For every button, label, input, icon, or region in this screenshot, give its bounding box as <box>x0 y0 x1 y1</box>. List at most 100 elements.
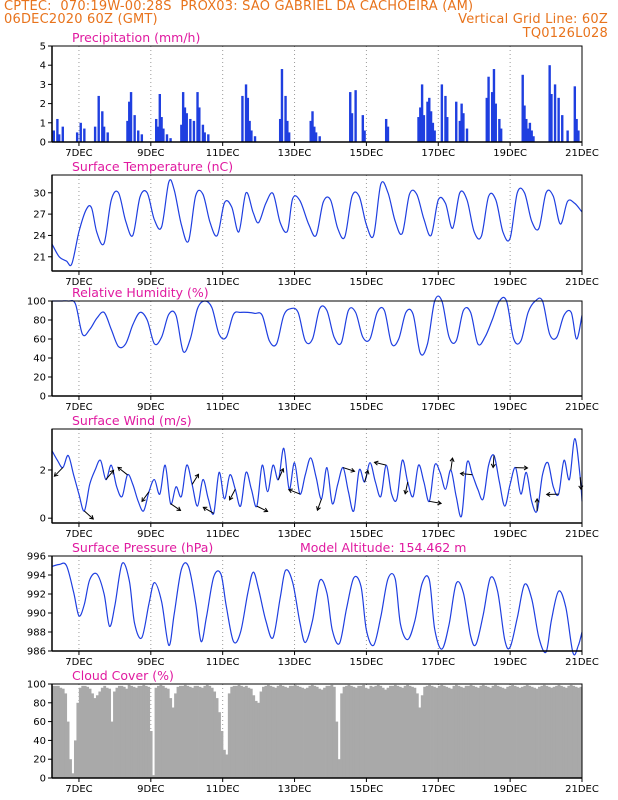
cloud-cover-bar <box>391 685 395 778</box>
wind-xtick-label: 19DEC <box>493 529 527 540</box>
cloud-cover-bar <box>149 731 153 778</box>
cloud-cover-bar <box>227 693 231 778</box>
cloud-cover-bar <box>105 687 109 778</box>
precipitation-bar <box>499 128 503 142</box>
cloud-cover-bar <box>489 687 493 778</box>
cloud-cover-xtick-label: 7DEC <box>65 784 92 795</box>
cloud-cover-bar <box>254 700 258 778</box>
cloud-cover-bar <box>357 685 361 778</box>
temperature-xtick-label: 19DEC <box>493 277 527 288</box>
cloud-cover-ytick-label: 80 <box>33 698 46 709</box>
precipitation-bar <box>56 118 59 142</box>
cloud-cover-bar <box>179 685 182 778</box>
cloud-cover-bar <box>423 686 427 778</box>
cloud-cover-bar <box>203 685 207 778</box>
cloud-cover-bar <box>137 685 141 778</box>
wind-xtick-label: 15DEC <box>350 529 384 540</box>
run-datetime: 06DEC2020 60Z (GMT) <box>4 12 158 27</box>
precipitation-bar <box>286 120 289 142</box>
cloud-cover-bar <box>286 687 290 778</box>
precipitation-xtick-label: 7DEC <box>65 148 92 159</box>
precipitation-bar <box>557 97 560 142</box>
cloud-cover-bar <box>538 686 541 778</box>
cloud-cover-bar <box>459 686 463 778</box>
cloud-cover-bar <box>83 685 87 778</box>
cloud-cover-bar <box>572 685 576 778</box>
cloud-cover-bar <box>159 684 163 778</box>
cloud-cover-bar <box>335 721 339 778</box>
precipitation-bar <box>250 130 253 142</box>
precipitation-bar <box>428 97 431 142</box>
precipitation-bar <box>422 115 426 142</box>
cloud-cover-bar <box>293 684 297 778</box>
humidity-ytick-label: 100 <box>27 297 46 308</box>
cloud-cover-bar <box>528 685 532 778</box>
precipitation-xtick-label: 17DEC <box>421 148 455 159</box>
precipitation-bar <box>57 134 61 142</box>
cloud-cover-bar <box>433 686 436 778</box>
cloud-cover-xtick-label: 9DEC <box>137 784 164 795</box>
wind-arrow-head <box>228 495 234 501</box>
cloud-cover-bar <box>110 721 114 778</box>
humidity-ytick-label: 20 <box>33 373 46 384</box>
grid-line-note: Vertical Grid Line: 60Z <box>458 12 608 27</box>
cloud-cover-bar <box>147 686 151 778</box>
cloud-cover-bar <box>252 695 256 778</box>
precipitation-bar <box>426 101 429 142</box>
cloud-cover-xtick-label: 21DEC <box>565 784 599 795</box>
wind-arrow <box>450 458 454 471</box>
cloud-cover-bar <box>142 684 146 778</box>
cloud-cover-bar <box>462 687 466 778</box>
cloud-cover-bar <box>66 721 70 778</box>
wind-arrow <box>170 503 181 511</box>
cloud-cover-bar <box>420 695 424 778</box>
cloud-cover-bar <box>139 685 143 778</box>
cloud-cover-bar <box>237 684 241 778</box>
precipitation-xtick-label: 13DEC <box>278 148 312 159</box>
cloud-cover-bar <box>508 685 512 778</box>
humidity-xtick-label: 19DEC <box>493 402 527 413</box>
precipitation-bar <box>521 74 524 142</box>
precipitation-bar <box>309 120 312 142</box>
precipitation-bar <box>246 97 250 142</box>
humidity-frame <box>51 300 583 397</box>
precipitation-bar <box>485 97 488 142</box>
cloud-cover-bar <box>315 686 319 778</box>
pressure-ytick-label: 996 <box>27 552 46 563</box>
precipitation-bar <box>201 124 205 142</box>
cloud-cover-bar <box>100 687 104 778</box>
cloud-cover-bar <box>484 685 488 778</box>
cloud-cover-bar <box>540 685 544 778</box>
humidity-ytick-label: 60 <box>33 335 46 346</box>
wind-arrow <box>404 481 409 494</box>
cloud-cover-bar <box>511 684 515 778</box>
precipitation-bar <box>192 120 196 142</box>
precipitation-ytick-label: 5 <box>40 42 46 53</box>
cloud-cover-bar <box>306 687 309 778</box>
precipitation-bar <box>431 122 435 142</box>
cloud-cover-bar <box>166 688 170 778</box>
cloud-cover-bar <box>330 684 334 778</box>
wind-title: Surface Wind (m/s) <box>72 413 192 428</box>
cloud-cover-bar <box>64 693 68 778</box>
cloud-cover-bar <box>91 693 94 778</box>
precipitation-bar <box>101 111 104 142</box>
precipitation-bar <box>553 84 557 142</box>
model-code: TQ0126L028 <box>522 26 608 41</box>
cloud-cover-bar <box>303 688 307 778</box>
precipitation-bar <box>196 92 199 142</box>
cloud-cover-bar <box>437 685 441 778</box>
wind-arrow <box>256 505 268 512</box>
cloud-cover-bar <box>486 686 490 778</box>
precipitation-bar <box>181 92 185 142</box>
wind-arrow-head <box>141 497 146 503</box>
wind-ytick-label: 2 <box>40 465 46 476</box>
cloud-cover-bar <box>501 687 505 778</box>
cloud-cover-bar <box>445 686 449 778</box>
precipitation-bar <box>433 130 436 142</box>
precipitation-bar <box>126 120 129 142</box>
cloud-cover-bar <box>279 684 282 778</box>
cloud-cover-bar <box>310 684 314 778</box>
temperature-xtick-label: 21DEC <box>565 277 599 288</box>
precipitation-bar <box>492 69 496 142</box>
